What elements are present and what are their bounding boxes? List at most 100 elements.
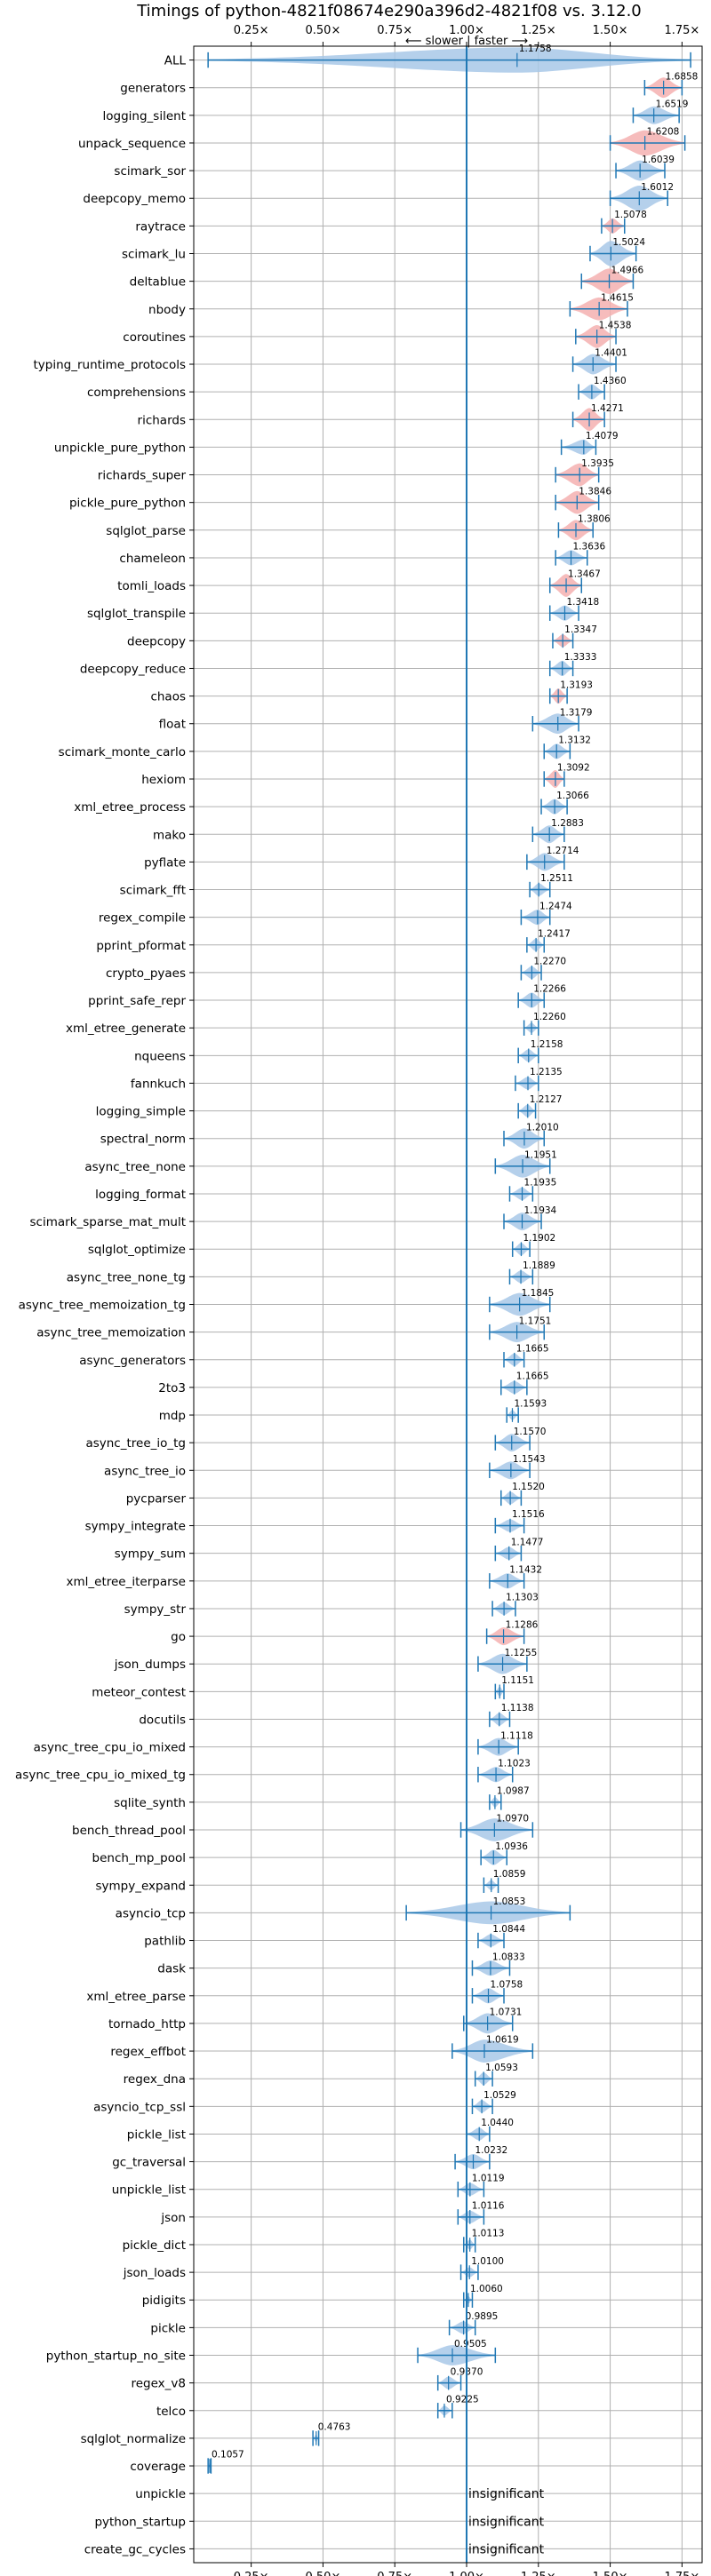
value-label: 0.4763 xyxy=(318,2422,351,2433)
benchmark-violin: 1.1935 xyxy=(508,1178,556,1202)
benchmark-violin: 1.2270 xyxy=(520,957,566,981)
value-label: 0.9895 xyxy=(466,2311,499,2322)
benchmark-violin: 1.6858 xyxy=(643,71,699,99)
benchmark-violin: 1.0060 xyxy=(463,2284,503,2308)
value-label: 1.4538 xyxy=(599,321,632,331)
benchmark-label: async_tree_memoization_tg xyxy=(19,1299,186,1313)
value-label: 1.1665 xyxy=(516,1343,549,1354)
value-label: 1.0619 xyxy=(486,2035,519,2046)
benchmark-violin: 0.9225 xyxy=(436,2394,479,2419)
benchmark-label: pickle_pure_python xyxy=(69,497,186,511)
benchmark-violin: 1.1543 xyxy=(489,1454,546,1480)
insignificant-label: insignificant xyxy=(468,2515,545,2529)
benchmark-label: sqlite_synth xyxy=(114,1796,186,1810)
benchmark-label: json xyxy=(160,2211,186,2225)
benchmark-label: scimark_sor xyxy=(114,164,186,179)
benchmark-label: sympy_integrate xyxy=(85,1520,186,1534)
value-label: 1.1665 xyxy=(516,1371,549,1382)
value-label: 1.6858 xyxy=(666,71,699,82)
x-tick-label-bottom: 1.75× xyxy=(664,2571,699,2576)
value-label: 1.0731 xyxy=(490,2008,523,2018)
benchmark-label: unpickle_list xyxy=(112,2183,186,2198)
benchmark-violin: 1.0987 xyxy=(489,1786,530,1810)
benchmark-label: pidigits xyxy=(142,2294,186,2308)
benchmark-label: coroutines xyxy=(123,330,186,345)
benchmark-label: async_tree_memoization xyxy=(36,1326,186,1340)
value-label: 0.1057 xyxy=(212,2450,244,2461)
benchmark-label: deltablue xyxy=(130,275,186,290)
benchmark-violin: 1.3092 xyxy=(543,763,590,788)
benchmark-label: regex_dna xyxy=(124,2072,186,2087)
benchmark-label: python_startup xyxy=(94,2515,186,2529)
x-tick-label-top: 1.00× xyxy=(449,24,484,37)
value-label: 1.1889 xyxy=(523,1260,555,1271)
benchmark-violin: 0.9370 xyxy=(436,2366,483,2391)
grid-layer xyxy=(189,42,702,2567)
value-label: 1.3636 xyxy=(573,542,606,553)
benchmark-label: mako xyxy=(153,828,186,842)
value-label: 1.2135 xyxy=(530,1067,563,1077)
benchmark-label: async_generators xyxy=(79,1354,186,1368)
benchmark-label: crypto_pyaes xyxy=(106,966,186,981)
benchmark-label: python_startup_no_site xyxy=(46,2349,186,2364)
benchmark-violin: 1.3333 xyxy=(548,652,597,677)
benchmark-violin: 1.0844 xyxy=(477,1924,525,1949)
benchmark-label: tornado_http xyxy=(108,2017,186,2031)
value-label: 1.1138 xyxy=(501,1703,534,1713)
benchmark-violin: 1.2883 xyxy=(531,818,584,844)
benchmark-label: go xyxy=(171,1630,186,1644)
benchmark-violin: 1.2714 xyxy=(526,846,579,871)
benchmark-label: asyncio_tcp_ssl xyxy=(93,2100,186,2114)
benchmark-label: xml_etree_iterparse xyxy=(67,1575,187,1589)
benchmark-violin: 1.1520 xyxy=(500,1482,545,1507)
direction-label: ⟵ slower | faster ⟶ xyxy=(405,35,528,48)
value-label: 1.0833 xyxy=(492,1952,525,1962)
benchmark-label: pickle_dict xyxy=(123,2238,186,2253)
benchmark-violin: 1.4966 xyxy=(580,265,644,294)
benchmark-label: telco xyxy=(156,2405,186,2419)
benchmark-label: bench_thread_pool xyxy=(72,1824,186,1838)
value-label: 1.3333 xyxy=(564,652,597,663)
benchmark-label: sympy_sum xyxy=(115,1547,186,1562)
benchmark-label: docutils xyxy=(139,1713,186,1727)
benchmark-label: dask xyxy=(157,1962,186,1976)
benchmark-violin: 1.0119 xyxy=(457,2173,505,2198)
value-label: 1.4966 xyxy=(611,265,643,275)
value-label: 1.6012 xyxy=(641,182,674,193)
benchmark-violin: 1.0619 xyxy=(451,2035,534,2063)
benchmark-violin: 1.2266 xyxy=(517,984,566,1008)
value-label: 1.6519 xyxy=(656,99,689,109)
benchmark-violin: 1.1665 xyxy=(503,1343,549,1368)
value-label: 1.2010 xyxy=(526,1122,559,1133)
benchmark-label: async_tree_io xyxy=(104,1464,186,1478)
value-label: 1.3179 xyxy=(560,707,593,718)
value-label: 1.1845 xyxy=(522,1288,555,1299)
benchmark-label: pprint_pformat xyxy=(96,939,186,953)
x-tick-label-bottom: 1.25× xyxy=(521,2571,556,2576)
benchmark-label: pickle xyxy=(150,2321,186,2335)
benchmark-label: 2to3 xyxy=(158,1381,186,1395)
benchmark-label: regex_compile xyxy=(99,911,186,926)
benchmark-violin: 1.4079 xyxy=(560,431,619,456)
value-label: 1.1951 xyxy=(524,1150,557,1161)
benchmark-violin: 1.1751 xyxy=(489,1316,551,1343)
benchmark-violin: 1.0440 xyxy=(466,2118,514,2143)
benchmark-label: sqlglot_normalize xyxy=(81,2432,186,2446)
value-label: 1.1286 xyxy=(506,1620,539,1631)
benchmark-violin: 1.0758 xyxy=(471,1979,523,2004)
benchmark-label: scimark_monte_carlo xyxy=(59,745,186,759)
value-label: 1.4271 xyxy=(591,403,624,414)
value-label: 1.1151 xyxy=(501,1675,534,1686)
benchmark-violin: 0.4763 xyxy=(312,2422,351,2446)
benchmark-violin: 1.2135 xyxy=(515,1067,563,1092)
benchmark-violin: 1.3467 xyxy=(548,569,601,597)
value-label: 1.4615 xyxy=(601,292,634,303)
benchmark-violin: 1.1593 xyxy=(506,1399,547,1423)
value-label: 1.1543 xyxy=(513,1454,546,1465)
benchmark-label: sympy_str xyxy=(124,1602,187,1617)
value-label: 1.0970 xyxy=(496,1814,529,1825)
benchmark-label: deepcopy_memo xyxy=(83,192,186,206)
value-label: 1.3347 xyxy=(564,624,597,635)
benchmark-violin: 1.2158 xyxy=(517,1039,563,1064)
